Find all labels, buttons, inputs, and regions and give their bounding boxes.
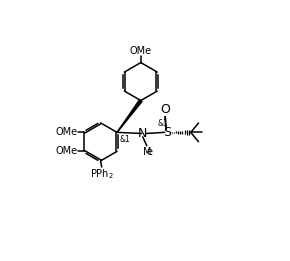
Text: &1: &1 bbox=[157, 119, 168, 128]
Polygon shape bbox=[117, 100, 142, 132]
Text: N: N bbox=[138, 127, 147, 140]
Text: M: M bbox=[142, 147, 151, 157]
Text: &1: &1 bbox=[120, 135, 130, 144]
Text: OMe: OMe bbox=[55, 127, 77, 137]
Text: OMe: OMe bbox=[55, 146, 77, 156]
Text: e: e bbox=[146, 147, 152, 157]
Text: O: O bbox=[160, 103, 170, 116]
Text: PPh$_2$: PPh$_2$ bbox=[90, 168, 113, 181]
Text: S: S bbox=[163, 126, 171, 139]
Text: OMe: OMe bbox=[130, 46, 152, 56]
